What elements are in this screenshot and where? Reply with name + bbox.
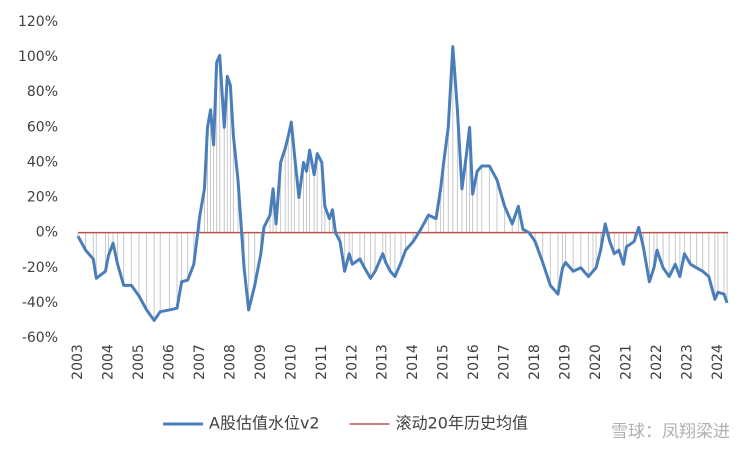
x-tick-label: 2007 xyxy=(192,344,208,380)
x-tick-label: 2019 xyxy=(558,344,574,380)
y-tick-label: 80% xyxy=(27,84,58,100)
x-tick-label: 2014 xyxy=(405,344,421,380)
x-tick-label: 2020 xyxy=(588,344,604,380)
x-tick-label: 2010 xyxy=(283,344,299,380)
y-tick-label: 0% xyxy=(36,225,58,241)
x-tick-label: 2022 xyxy=(649,344,665,380)
y-tick-label: 60% xyxy=(27,119,58,135)
x-tick-label: 2012 xyxy=(344,344,360,380)
y-tick-label: -60% xyxy=(22,330,58,346)
y-tick-label: 40% xyxy=(27,154,58,170)
x-tick-label: 2024 xyxy=(710,344,726,380)
y-tick-label: 120% xyxy=(18,14,58,30)
x-tick-label: 2011 xyxy=(314,344,330,380)
x-tick-label: 2004 xyxy=(100,344,116,380)
x-tick-label: 2008 xyxy=(222,344,238,380)
x-tick-label: 2017 xyxy=(497,344,513,380)
x-tick-label: 2015 xyxy=(436,344,452,380)
x-tick-label: 2013 xyxy=(375,344,391,380)
series-line xyxy=(76,45,729,322)
y-tick-label: 100% xyxy=(18,49,58,65)
y-tick-label: 20% xyxy=(27,190,58,206)
x-tick-label: 2003 xyxy=(70,344,86,380)
x-tick-label: 2023 xyxy=(679,344,695,380)
watermark: 雪球：凤翔梁进 xyxy=(611,422,730,442)
x-tick-label: 2006 xyxy=(161,344,177,380)
x-tick-label: 2018 xyxy=(527,344,543,380)
legend-label: 滚动20年历史均值 xyxy=(396,414,528,433)
legend-label: A股估值水位v2 xyxy=(209,414,320,433)
x-tick-label: 2009 xyxy=(253,344,269,380)
x-tick-label: 2021 xyxy=(619,344,635,380)
x-tick-label: 2016 xyxy=(466,344,482,380)
x-tick-label: 2005 xyxy=(131,344,147,380)
y-tick-label: -40% xyxy=(22,295,58,311)
y-tick-label: -20% xyxy=(22,260,58,276)
